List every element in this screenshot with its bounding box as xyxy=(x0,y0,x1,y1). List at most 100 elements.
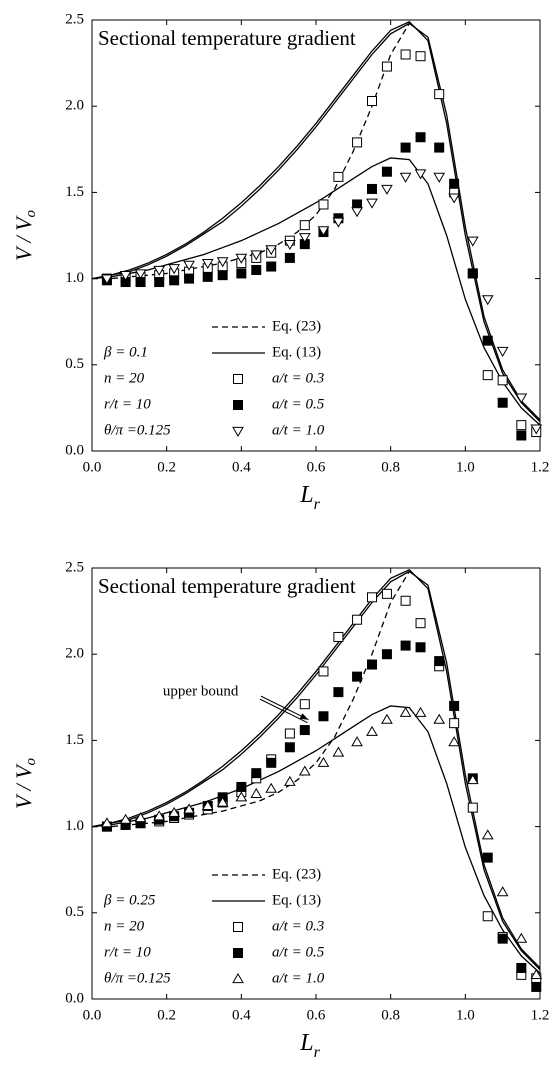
marker xyxy=(317,226,330,237)
marker xyxy=(482,370,493,381)
marker xyxy=(284,252,295,263)
y-tick-label: 1.5 xyxy=(65,732,84,748)
marker xyxy=(515,932,528,943)
legend-label: Eq. (13) xyxy=(272,344,321,360)
y-tick-label: 1.0 xyxy=(65,818,84,834)
marker xyxy=(250,250,263,261)
marker xyxy=(448,736,461,747)
y-tick-label: 2.5 xyxy=(65,11,84,27)
marker xyxy=(415,618,426,629)
marker xyxy=(352,671,363,682)
marker xyxy=(101,274,113,285)
marker xyxy=(434,89,445,100)
marker xyxy=(516,420,527,431)
x-axis-label: Lr xyxy=(299,482,320,513)
x-tick-label: 0.2 xyxy=(157,459,176,475)
marker xyxy=(400,142,411,153)
marker xyxy=(531,981,542,992)
curve xyxy=(92,571,410,828)
marker xyxy=(183,260,195,271)
legend-marker xyxy=(232,426,244,437)
marker xyxy=(283,240,296,251)
marker xyxy=(183,803,195,814)
marker xyxy=(318,666,329,677)
marker xyxy=(530,424,543,435)
x-tick-label: 1.0 xyxy=(456,1007,475,1023)
marker xyxy=(481,829,494,840)
curve xyxy=(92,157,540,426)
marker xyxy=(366,725,378,736)
marker xyxy=(266,757,277,768)
marker xyxy=(101,817,113,828)
chart-title: Sectional temperature gradient xyxy=(98,26,356,50)
marker xyxy=(154,277,165,288)
marker xyxy=(153,265,166,276)
marker xyxy=(448,193,461,204)
x-label-main: L xyxy=(299,1030,313,1056)
y-tick-label: 1.0 xyxy=(65,270,84,286)
y-axis-label: V / Vo xyxy=(11,209,39,261)
legend-label: Eq. (13) xyxy=(272,892,321,908)
marker xyxy=(414,706,427,717)
marker xyxy=(202,271,213,282)
marker xyxy=(333,171,344,182)
marker xyxy=(496,886,509,897)
legend-marker xyxy=(233,948,243,958)
x-label-sub: r xyxy=(314,1044,321,1061)
marker xyxy=(352,614,363,625)
marker xyxy=(415,51,426,62)
marker xyxy=(381,61,392,72)
marker xyxy=(497,375,508,386)
marker xyxy=(235,791,248,802)
marker xyxy=(283,775,296,786)
legend-label: Eq. (23) xyxy=(272,866,321,882)
parameter: n = 20 xyxy=(104,918,145,934)
marker xyxy=(201,258,214,270)
legend-label: a/t = 0.5 xyxy=(272,944,325,960)
marker xyxy=(299,699,310,710)
marker xyxy=(168,264,181,275)
marker xyxy=(168,806,181,817)
plot-frame xyxy=(91,567,541,1000)
marker xyxy=(496,346,509,357)
marker xyxy=(367,96,377,107)
legend-marker xyxy=(233,374,243,384)
marker xyxy=(298,233,311,244)
legend-label: a/t = 0.3 xyxy=(272,918,324,934)
y-tick-label: 2.0 xyxy=(65,646,84,662)
marker xyxy=(119,813,132,824)
marker xyxy=(284,728,295,739)
marker xyxy=(318,711,329,722)
marker xyxy=(399,172,412,183)
legend-label: a/t = 0.3 xyxy=(272,370,324,386)
legend-marker xyxy=(233,922,243,932)
annotation-arrow xyxy=(260,695,309,721)
x-tick-label: 0.0 xyxy=(83,459,102,475)
x-tick-label: 0.2 xyxy=(157,1007,176,1023)
marker xyxy=(153,810,166,821)
legend-marker xyxy=(232,973,244,984)
y-tick-label: 0.0 xyxy=(65,990,84,1006)
marker xyxy=(434,656,445,667)
marker xyxy=(433,713,446,724)
marker xyxy=(481,295,494,306)
plot-area xyxy=(92,20,540,426)
marker xyxy=(216,257,229,268)
marker xyxy=(366,198,378,209)
marker xyxy=(265,245,278,256)
marker xyxy=(351,736,363,747)
marker xyxy=(497,933,508,944)
marker xyxy=(298,765,311,776)
y-label-sub: o xyxy=(23,209,39,217)
marker xyxy=(381,166,392,177)
marker xyxy=(530,968,543,979)
marker xyxy=(134,812,147,823)
y-label-main: V / V xyxy=(11,215,36,261)
marker xyxy=(169,275,180,286)
y-label-main: V / V xyxy=(11,763,36,809)
parameter: β = 0.25 xyxy=(103,892,156,908)
legend-marker xyxy=(233,400,243,410)
legend-label: a/t = 0.5 xyxy=(272,396,325,412)
x-tick-label: 0.4 xyxy=(232,1007,251,1023)
